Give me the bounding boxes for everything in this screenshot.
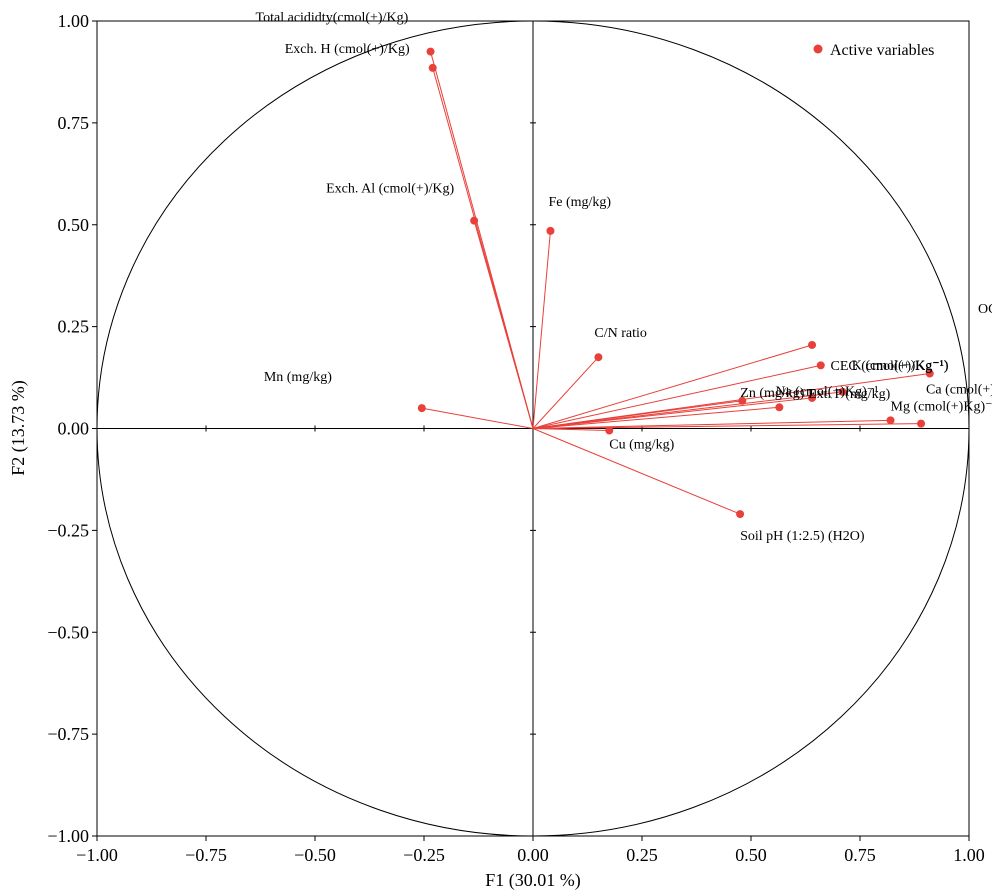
vector-line — [532, 400, 743, 429]
y-tick-label: 0.25 — [58, 317, 90, 337]
point-label: OC-BlkW (%) — [978, 302, 992, 317]
vector-line — [532, 423, 922, 429]
data-point — [816, 361, 825, 370]
point-label: Soil pH (1:2.5) (H2O) — [740, 529, 865, 544]
data-point — [775, 403, 784, 412]
y-tick-label: −0.25 — [47, 520, 89, 540]
x-tick-label: −0.25 — [403, 845, 445, 865]
x-tick-label: −0.75 — [185, 845, 227, 865]
x-tick-label: 0.50 — [735, 845, 767, 865]
axes: −1.00 −0.75 −0.50 −0.25 0.00 0.25 0.50 0.75 1.00… — [47, 11, 984, 865]
y-tick-label: 1.00 — [58, 11, 90, 31]
y-tick-label: −0.75 — [47, 724, 89, 744]
point-label: Ca (cmol(+)/Kg) — [926, 383, 992, 398]
y-tick-label: −1.00 — [47, 826, 89, 846]
vector-line — [532, 364, 821, 429]
vector-line — [473, 220, 534, 429]
data-point — [838, 387, 847, 396]
vector-line — [532, 406, 780, 429]
data-point — [417, 404, 426, 413]
point-label: Fe (mg/kg) — [548, 195, 611, 210]
y-tick-label: −0.50 — [47, 622, 89, 642]
unit-circle — [96, 20, 970, 837]
vector-line — [421, 407, 534, 429]
data-point — [546, 226, 555, 235]
legend: Active variables — [813, 42, 934, 59]
y-tick-label: 0.00 — [58, 419, 90, 439]
variable-labels: Total acididty(cmol(+)/Kg) Exch. H (cmol(… — [256, 11, 992, 545]
y-tick-label: 0.50 — [58, 215, 90, 235]
point-label: Ext. P (mg/kg) — [808, 387, 891, 402]
vector-line — [532, 428, 610, 432]
point-label: Exch. Al (cmol(+)/Kg) — [326, 182, 454, 197]
vector-line — [532, 397, 813, 429]
vector-line — [532, 356, 599, 429]
data-point — [594, 353, 603, 362]
x-tick-label: 0.75 — [844, 845, 876, 865]
correlation-circle — [96, 20, 970, 837]
x-tick-label: −1.00 — [76, 845, 118, 865]
data-point — [605, 426, 614, 435]
data-point — [470, 216, 479, 225]
legend-marker — [813, 44, 823, 54]
x-tick-label: 0.25 — [626, 845, 658, 865]
point-label: Mn (mg/kg) — [264, 370, 332, 385]
data-point — [426, 47, 435, 56]
point-label: Exch. H (cmol(+)/Kg) — [285, 42, 410, 57]
data-point — [738, 396, 747, 405]
data-point — [736, 510, 745, 519]
y-axis-title: F2 (13.73 %) — [8, 380, 29, 476]
x-tick-label: 0.00 — [517, 845, 549, 865]
data-point — [925, 369, 934, 378]
x-tick-label: 1.00 — [953, 845, 985, 865]
x-axis-title: F1 (30.01 %) — [485, 870, 581, 891]
y-tick-label: 0.75 — [58, 113, 90, 133]
data-point — [808, 393, 817, 402]
data-point — [428, 63, 437, 72]
data-point — [808, 340, 817, 349]
variable-vectors — [417, 47, 934, 519]
x-tick-label: −0.50 — [294, 845, 336, 865]
vector-line — [532, 419, 891, 429]
vector-line — [532, 428, 741, 515]
point-label: Total acididty(cmol(+)/Kg) — [256, 11, 409, 26]
point-label: Na (cmol(+)Kg)⁻¹ — [775, 384, 878, 399]
data-point — [886, 416, 895, 425]
point-label: Cu (mg/kg) — [609, 438, 674, 453]
legend-label: Active variables — [830, 42, 934, 59]
point-label: C/N ratio — [594, 326, 647, 341]
vector-line — [532, 230, 551, 429]
point-label: Mg (cmol(+)Kg)⁻¹ — [891, 399, 992, 414]
point-label: Zn (mg/kg) — [740, 386, 804, 401]
point-label: CEC (cmol(+)/Kg⁻¹) — [831, 359, 949, 374]
data-point — [917, 419, 926, 428]
vector-line — [532, 344, 813, 429]
point-label: K (cmol(+)Kg⁻¹) — [852, 358, 949, 373]
